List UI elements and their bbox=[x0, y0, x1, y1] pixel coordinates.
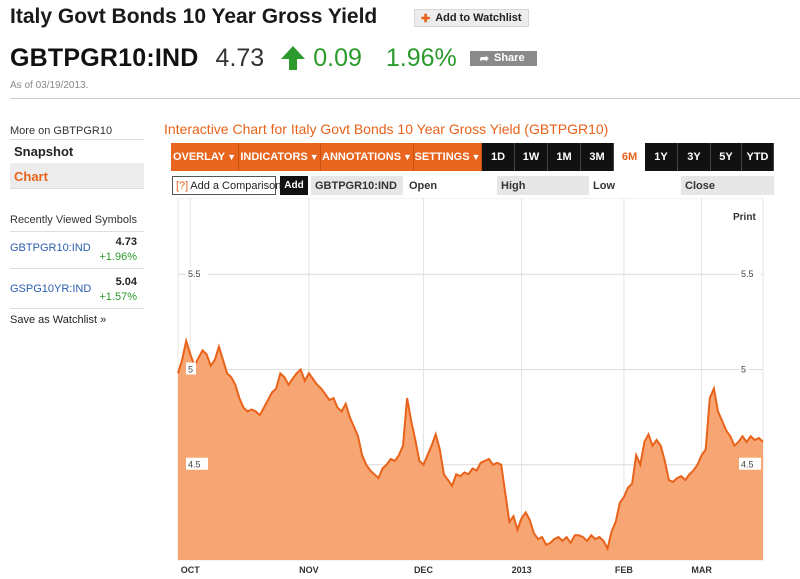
page-title: Italy Govt Bonds 10 Year Gross Yield bbox=[10, 5, 378, 28]
overlay-menu[interactable]: OVERLAY ▼ bbox=[171, 143, 239, 171]
open-column: Open bbox=[409, 179, 438, 192]
high-column: High bbox=[497, 176, 589, 195]
yield-chart[interactable]: 4.5 4.5 5 5 5.5 5.5 OCT NOV DEC 2013 FEB MAR bbox=[170, 198, 780, 579]
low-column: Low bbox=[593, 179, 615, 192]
y-tick-label-right: 4.5 bbox=[741, 460, 754, 470]
add-comparison-label: Add a Comparison bbox=[190, 179, 282, 192]
y-tick-label-left: 5 bbox=[188, 364, 193, 374]
price-change: 0.09 bbox=[313, 43, 362, 72]
share-arrow-icon: ➦ bbox=[479, 52, 489, 65]
print-button[interactable]: Print bbox=[733, 212, 756, 223]
sidebar-divider bbox=[10, 268, 144, 269]
y-tick-label-bg bbox=[186, 457, 208, 470]
sidebar-item-chart-bg bbox=[10, 163, 144, 189]
last-price: 4.73 bbox=[215, 43, 265, 72]
x-tick-label: 2013 bbox=[512, 565, 532, 575]
quote-row: GBTPGR10:IND 4.73 0.09 1.96% ➦ Share bbox=[10, 42, 537, 74]
y-tick-label-left: 5.5 bbox=[188, 269, 201, 279]
sidebar-more-on: More on GBTPGR10 bbox=[10, 125, 113, 137]
range-3m-button[interactable]: 3M bbox=[581, 143, 614, 171]
range-5y-button[interactable]: 5Y bbox=[711, 143, 742, 171]
y-tick-label-bg bbox=[739, 457, 761, 470]
x-tick-label: OCT bbox=[181, 565, 201, 575]
x-tick-label: FEB bbox=[615, 565, 634, 575]
plus-icon: ✚ bbox=[421, 12, 431, 25]
sidebar-item-snapshot[interactable]: Snapshot bbox=[14, 144, 74, 159]
caret-down-icon: ▼ bbox=[227, 152, 237, 162]
y-tick-label-bg bbox=[186, 267, 208, 280]
range-1y-button[interactable]: 1Y bbox=[645, 143, 678, 171]
recent-symbol-value: 5.04 bbox=[115, 276, 137, 288]
x-tick-label: DEC bbox=[414, 565, 434, 575]
caret-down-icon: ▼ bbox=[309, 152, 319, 162]
save-as-watchlist-link[interactable]: Save as Watchlist » bbox=[10, 314, 107, 326]
sidebar-divider bbox=[10, 139, 144, 140]
y-tick-label-right: 5.5 bbox=[741, 269, 754, 279]
add-comparison-button[interactable]: Add bbox=[280, 176, 308, 195]
recent-symbol-link[interactable]: GBTPGR10:IND bbox=[10, 242, 91, 254]
header-divider bbox=[10, 98, 800, 99]
add-comparison-field[interactable]: [?] Add a Comparison bbox=[172, 176, 281, 195]
overlay-menu-label: OVERLAY bbox=[172, 151, 226, 163]
annotations-menu[interactable]: ANNOTATIONS ▼ bbox=[321, 143, 414, 171]
sidebar-divider bbox=[10, 231, 144, 232]
as-of-date: As of 03/19/2013. bbox=[10, 80, 89, 91]
yield-area bbox=[178, 340, 763, 560]
caret-down-icon: ▼ bbox=[471, 152, 481, 162]
range-1d-button[interactable]: 1D bbox=[482, 143, 515, 171]
settings-menu[interactable]: SETTINGS ▼ bbox=[414, 143, 482, 171]
y-tick-label-left: 4.5 bbox=[188, 460, 201, 470]
indicators-menu-label: INDICATORS bbox=[240, 151, 308, 163]
chart-title: Interactive Chart for Italy Govt Bonds 1… bbox=[164, 121, 609, 137]
annotations-menu-label: ANNOTATIONS bbox=[322, 151, 402, 163]
y-tick-label-bg bbox=[739, 362, 749, 375]
recent-symbol-change: +1.96% bbox=[99, 251, 137, 263]
range-1w-button[interactable]: 1W bbox=[515, 143, 548, 171]
up-arrow-icon bbox=[281, 46, 306, 70]
y-tick-label-right: 5 bbox=[741, 364, 746, 374]
settings-menu-label: SETTINGS bbox=[414, 151, 470, 163]
ticker-symbol: GBTPGR10:IND bbox=[10, 43, 199, 72]
range-1m-button[interactable]: 1M bbox=[548, 143, 581, 171]
indicators-menu[interactable]: INDICATORS ▼ bbox=[239, 143, 321, 171]
y-axis-labels: 4.5 4.5 5 5 5.5 5.5 bbox=[186, 267, 761, 470]
recent-symbol-link[interactable]: GSPG10YR:IND bbox=[10, 283, 92, 295]
yield-line bbox=[177, 336, 764, 552]
add-to-watchlist-button[interactable]: ✚ Add to Watchlist bbox=[414, 9, 529, 27]
caret-down-icon: ▼ bbox=[403, 152, 412, 162]
recently-viewed-heading: Recently Viewed Symbols bbox=[10, 214, 137, 226]
x-tick-label: MAR bbox=[691, 565, 712, 575]
x-tick-label: NOV bbox=[299, 565, 319, 575]
price-change-percent: 1.96% bbox=[385, 43, 457, 72]
range-6m-button[interactable]: 6M bbox=[614, 143, 645, 171]
range-ytd-button[interactable]: YTD bbox=[742, 143, 774, 171]
help-icon[interactable]: [?] bbox=[176, 179, 189, 192]
y-tick-label-bg bbox=[739, 267, 761, 280]
add-to-watchlist-label: Add to Watchlist bbox=[435, 12, 522, 24]
y-tick-label-bg bbox=[186, 362, 196, 375]
sidebar-item-chart[interactable]: Chart bbox=[14, 169, 48, 184]
sidebar-divider bbox=[10, 308, 144, 309]
symbol-cell: GBTPGR10:IND bbox=[311, 176, 403, 195]
recent-symbol-change: +1.57% bbox=[99, 291, 137, 303]
close-column: Close bbox=[681, 176, 774, 195]
x-axis-labels: OCT NOV DEC 2013 FEB MAR bbox=[181, 565, 713, 575]
share-label: Share bbox=[494, 52, 525, 64]
range-3y-button[interactable]: 3Y bbox=[678, 143, 711, 171]
recent-symbol-value: 4.73 bbox=[115, 236, 137, 248]
share-button[interactable]: ➦ Share bbox=[469, 50, 537, 66]
